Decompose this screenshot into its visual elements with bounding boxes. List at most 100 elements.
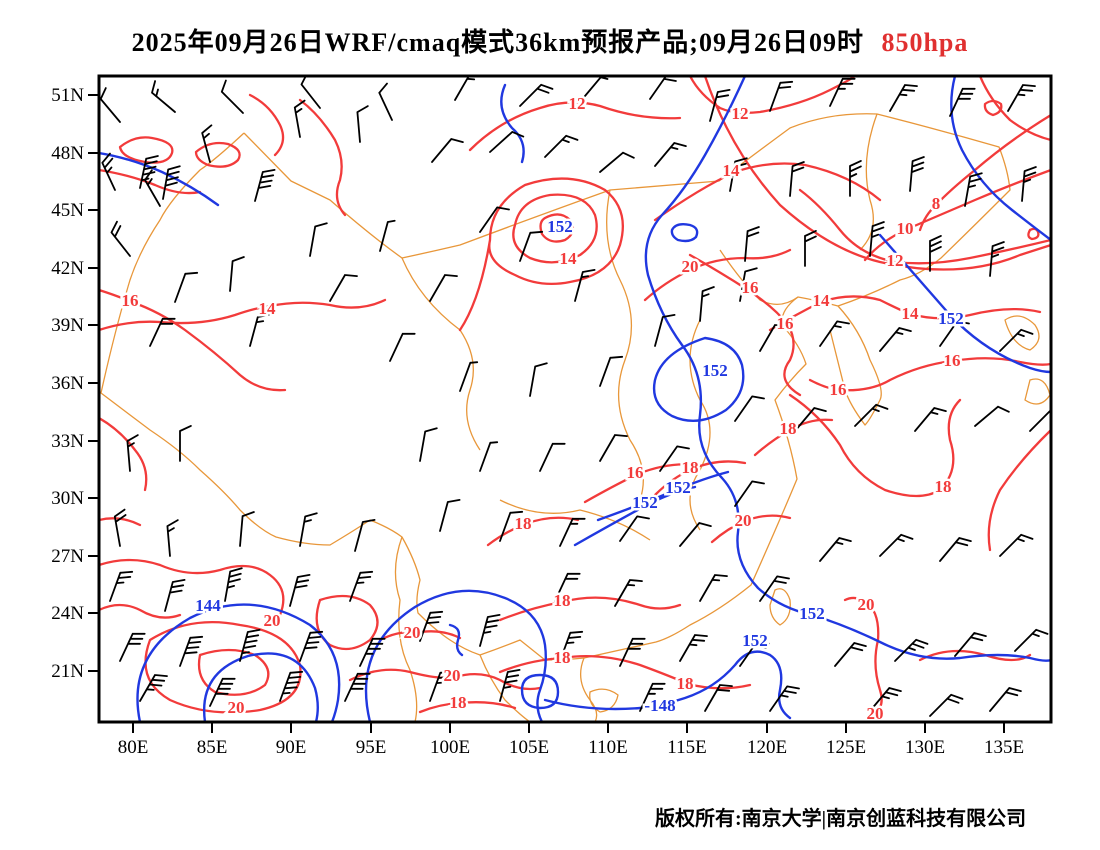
contour-label: 152 [547, 217, 573, 236]
lat-label: 51N [51, 85, 84, 106]
wind-barb [499, 669, 521, 702]
wind-barb [126, 434, 139, 472]
contour-label: 18 [450, 693, 467, 712]
contour-label: 14 [259, 299, 277, 318]
wind-barb [209, 677, 236, 707]
wind-barb [359, 637, 386, 667]
wind-barb [744, 226, 760, 262]
wind-barb [734, 395, 765, 422]
wind-barb-layer [99, 76, 1051, 717]
wind-barb [489, 131, 525, 153]
wind-barb [479, 614, 501, 647]
lon-label: 90E [276, 737, 307, 758]
contour-label: 18 [554, 648, 571, 667]
wind-barb [101, 152, 116, 191]
wind-barb [119, 632, 146, 662]
axes-layer: 51N 48N 45N 42N 39N 36N 33N 30N 27N 24N 21N 80E 85E 9… [51, 85, 1024, 758]
wind-barb [1029, 408, 1051, 432]
lon-label: 100E [430, 737, 470, 758]
wind-barb [479, 206, 510, 233]
wind-barb [759, 324, 788, 352]
wind-barb [139, 155, 159, 189]
height-contour-layer [99, 76, 1051, 722]
contour-label: 20 [735, 511, 752, 530]
contour-label: 12 [732, 104, 749, 123]
wind-barb [499, 510, 524, 542]
pressure-level-label: 850hpa [881, 28, 969, 57]
contour-label: 14 [560, 249, 578, 268]
contour-label: 18 [682, 458, 699, 477]
contour-label: 18 [935, 477, 952, 496]
wind-barb [709, 89, 731, 122]
wind-barb [309, 222, 328, 257]
wind-barb [554, 572, 581, 602]
wind-barb [914, 407, 947, 432]
wind-barb [654, 142, 687, 167]
wind-barb [734, 480, 765, 507]
lat-label: 39N [51, 315, 84, 336]
wind-barb [909, 156, 925, 192]
wind-barb [949, 87, 976, 117]
wind-barb [293, 99, 306, 138]
wind-barb [794, 407, 827, 432]
wind-barb [201, 124, 213, 163]
wind-barb [964, 172, 983, 207]
contour-label: 8 [932, 194, 941, 213]
contour-label: 16 [777, 314, 794, 333]
wind-barb [249, 314, 271, 347]
wind-barb [869, 221, 885, 257]
wind-barb [1021, 166, 1037, 202]
wind-barb [419, 427, 438, 462]
contour-label: 20 [682, 257, 699, 276]
lon-label: 130E [905, 737, 945, 758]
contour-label: 12 [887, 251, 904, 270]
map-frame [97, 74, 1053, 724]
lat-label: 30N [51, 488, 84, 509]
contour-label: 18 [677, 674, 694, 693]
wind-barb [659, 445, 690, 472]
wind-barb [879, 327, 912, 352]
contour-label: 152 [632, 493, 658, 512]
contour-label: 152 [938, 309, 964, 328]
wind-barb [939, 537, 972, 562]
wind-barb [599, 434, 628, 462]
contour-label: 18 [780, 419, 797, 438]
wind-barb [614, 579, 643, 607]
lat-label: 24N [51, 603, 84, 624]
contour-label: 20 [228, 698, 245, 717]
wind-barb [539, 442, 566, 472]
contour-label: 18 [554, 591, 571, 610]
wind-barb [889, 84, 918, 112]
wind-barb [939, 320, 970, 347]
wind-barb [164, 579, 186, 612]
wind-barb [300, 76, 321, 109]
wind-barb [431, 138, 464, 163]
wind-barb [869, 687, 902, 712]
wind-barb [174, 271, 199, 303]
wind-barb [179, 425, 192, 462]
wind-barb [166, 519, 179, 557]
lon-label: 135E [984, 737, 1024, 758]
contour-label: 14 [813, 291, 831, 310]
wind-barb [639, 682, 666, 712]
wind-barb [854, 403, 889, 427]
wind-barb [329, 274, 358, 302]
wind-barb [529, 362, 548, 397]
wind-barb [739, 267, 758, 302]
wind-barb [113, 508, 127, 547]
wind-barb [389, 332, 416, 362]
wind-barb [299, 630, 324, 662]
wind-barb [419, 610, 444, 642]
wind-barb [378, 82, 393, 121]
contour-label: 152 [799, 604, 825, 623]
contour-label: 144 [195, 596, 221, 615]
wind-barb [954, 632, 987, 657]
wind-barb [519, 83, 554, 107]
wind-barb [439, 499, 461, 532]
lon-label: 120E [747, 737, 787, 758]
lat-label: 21N [51, 661, 84, 682]
lon-label: 110E [588, 737, 627, 758]
wind-barb [454, 76, 482, 101]
contour-label: 152 [665, 478, 691, 497]
